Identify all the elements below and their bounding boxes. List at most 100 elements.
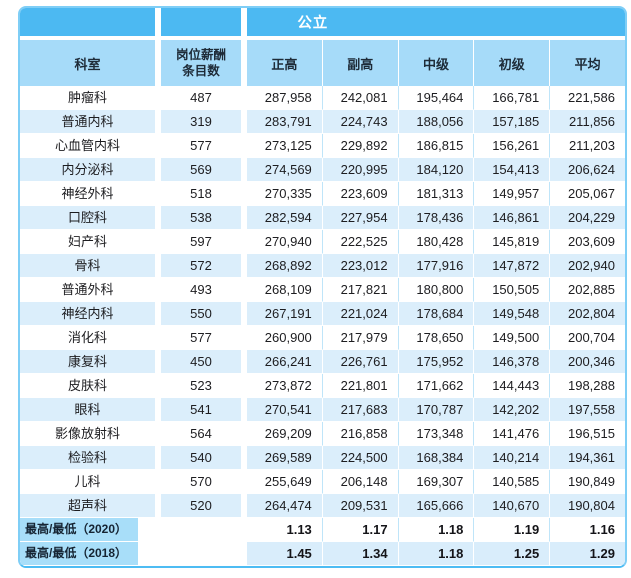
- column-gutter: [241, 494, 247, 518]
- salary-cell-intermediate: 177,916: [397, 254, 474, 278]
- salary-cell-deputy-senior: 223,012: [321, 254, 398, 278]
- dept-cell: 超声科: [20, 494, 155, 518]
- salary-cells: 270,940 222,525 180,428 145,819 203,609: [247, 230, 625, 254]
- dept-cell: 普通外科: [20, 278, 155, 302]
- column-gutter: [241, 86, 247, 110]
- salary-cell-deputy-senior: 226,761: [321, 350, 398, 374]
- header-intermediate: 中级: [397, 40, 474, 86]
- salary-cell-deputy-senior: 217,683: [321, 398, 398, 422]
- entry-count-cell: 523: [161, 374, 241, 398]
- salary-cells: 268,892 223,012 177,916 147,872 202,940: [247, 254, 625, 278]
- salary-cell-average: 203,609: [549, 230, 625, 254]
- salary-cell-average: 190,849: [549, 470, 625, 494]
- salary-cells: 268,109 217,821 180,800 150,505 202,885: [247, 278, 625, 302]
- salary-cell-junior: 149,500: [473, 326, 550, 350]
- dept-cell: 康复科: [20, 350, 155, 374]
- salary-cell-deputy-senior: 216,858: [321, 422, 398, 446]
- column-gutter: [155, 254, 161, 278]
- ratio-cell-deputy-senior: 1.17: [321, 518, 398, 542]
- group-header-label: 公立: [297, 15, 329, 32]
- salary-cell-deputy-senior: 220,995: [321, 158, 398, 182]
- salary-cell-junior: 140,585: [473, 470, 550, 494]
- salary-cell-intermediate: 184,120: [397, 158, 474, 182]
- salary-cell-junior: 145,819: [473, 230, 550, 254]
- table-row: 影像放射科 564 269,209 216,858 173,348 141,47…: [20, 422, 625, 446]
- table-row: 骨科 572 268,892 223,012 177,916 147,872 2…: [20, 254, 625, 278]
- table-row: 消化科 577 260,900 217,979 178,650 149,500 …: [20, 326, 625, 350]
- dept-cell: 口腔科: [20, 206, 155, 230]
- salary-cells: 287,958 242,081 195,464 166,781 221,586: [247, 86, 625, 110]
- salary-cell-intermediate: 169,307: [397, 470, 474, 494]
- table-footer: 最高/最低（2020） 1.13 1.17 1.18 1.19 1.16 最高/…: [20, 518, 625, 566]
- salary-cell-junior: 142,202: [473, 398, 550, 422]
- column-gutter: [155, 230, 161, 254]
- header-average: 平均: [549, 40, 625, 86]
- entry-count-cell: 597: [161, 230, 241, 254]
- dept-cell: 普通内科: [20, 110, 155, 134]
- table-body: 肿瘤科 487 287,958 242,081 195,464 166,781 …: [20, 86, 625, 518]
- salary-cell-senior: 268,892: [247, 254, 322, 278]
- salary-cell-average: 205,067: [549, 182, 625, 206]
- column-gutter: [241, 158, 247, 182]
- ratio-cell-senior: 1.13: [247, 518, 322, 542]
- salary-cell-intermediate: 178,650: [397, 326, 474, 350]
- dept-cell: 妇产科: [20, 230, 155, 254]
- salary-cells: 274,569 220,995 184,120 154,413 206,624: [247, 158, 625, 182]
- salary-cell-senior: 287,958: [247, 86, 322, 110]
- column-gutter: [155, 110, 161, 134]
- salary-cell-deputy-senior: 242,081: [321, 86, 398, 110]
- salary-cell-deputy-senior: 224,500: [321, 446, 398, 470]
- salary-cells: 266,241 226,761 175,952 146,378 200,346: [247, 350, 625, 374]
- band-segment-dept: [20, 8, 155, 36]
- salary-cell-average: 196,515: [549, 422, 625, 446]
- salary-cell-intermediate: 188,056: [397, 110, 474, 134]
- column-gutter: [155, 422, 161, 446]
- salary-cell-senior: 283,791: [247, 110, 322, 134]
- salary-cell-senior: 266,241: [247, 350, 322, 374]
- entry-count-cell: 577: [161, 326, 241, 350]
- entry-count-cell: 550: [161, 302, 241, 326]
- dept-cell: 儿科: [20, 470, 155, 494]
- column-gutter: [241, 422, 247, 446]
- table-row: 皮肤科 523 273,872 221,801 171,662 144,443 …: [20, 374, 625, 398]
- salary-cell-junior: 150,505: [473, 278, 550, 302]
- salary-cell-senior: 270,541: [247, 398, 322, 422]
- dept-cell: 神经外科: [20, 182, 155, 206]
- entry-count-cell: 493: [161, 278, 241, 302]
- salary-cell-intermediate: 195,464: [397, 86, 474, 110]
- ratio-label-area: 最高/最低（2018）: [20, 542, 247, 566]
- table-row: 儿科 570 255,649 206,148 169,307 140,585 1…: [20, 470, 625, 494]
- salary-cell-junior: 141,476: [473, 422, 550, 446]
- salary-cell-junior: 144,443: [473, 374, 550, 398]
- salary-cell-deputy-senior: 221,801: [321, 374, 398, 398]
- column-gutter: [155, 8, 161, 36]
- entry-count-cell: 540: [161, 446, 241, 470]
- salary-cell-junior: 140,214: [473, 446, 550, 470]
- salary-cell-intermediate: 173,348: [397, 422, 474, 446]
- salary-cells: 255,649 206,148 169,307 140,585 190,849: [247, 470, 625, 494]
- salary-cell-deputy-senior: 223,609: [321, 182, 398, 206]
- column-gutter: [241, 254, 247, 278]
- salary-cell-intermediate: 178,436: [397, 206, 474, 230]
- salary-cell-deputy-senior: 227,954: [321, 206, 398, 230]
- dept-cell: 影像放射科: [20, 422, 155, 446]
- entry-count-cell: 572: [161, 254, 241, 278]
- salary-cell-junior: 166,781: [473, 86, 550, 110]
- entry-count-cell: 319: [161, 110, 241, 134]
- salary-cell-intermediate: 180,428: [397, 230, 474, 254]
- entry-count-cell: 564: [161, 422, 241, 446]
- column-gutter: [155, 182, 161, 206]
- salary-cell-senior: 273,872: [247, 374, 322, 398]
- band-segment-group: [247, 8, 625, 36]
- salary-table: 公立 科室 岗位薪酬 条目数 正高 副高 中级 初级 平均 肿瘤科 487 28…: [18, 6, 627, 568]
- salary-cell-senior: 268,109: [247, 278, 322, 302]
- salary-cell-junior: 146,378: [473, 350, 550, 374]
- dept-cell: 内分泌科: [20, 158, 155, 182]
- salary-cell-senior: 260,900: [247, 326, 322, 350]
- ratio-cell-senior: 1.45: [247, 542, 322, 566]
- salary-cell-intermediate: 186,815: [397, 134, 474, 158]
- salary-cell-intermediate: 178,684: [397, 302, 474, 326]
- group-header-band: 公立: [20, 8, 625, 36]
- table-row: 普通外科 493 268,109 217,821 180,800 150,505…: [20, 278, 625, 302]
- ratio-cell-intermediate: 1.18: [397, 518, 474, 542]
